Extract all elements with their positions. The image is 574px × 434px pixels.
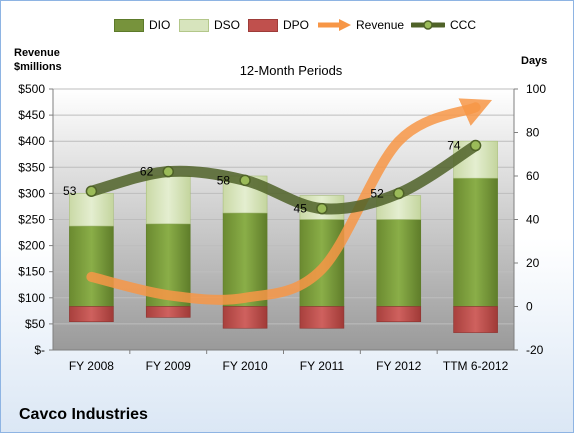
legend-item-ccc: CCC xyxy=(411,15,476,35)
right-tick-label: 60 xyxy=(526,169,540,183)
legend-label-revenue: Revenue xyxy=(356,18,405,32)
bar-dpo xyxy=(222,306,268,329)
x-tick-label: TTM 6-2012 xyxy=(443,359,509,373)
legend-label-dso: DSO xyxy=(214,18,241,32)
left-tick-label: $350 xyxy=(18,160,45,174)
x-tick-label: FY 2008 xyxy=(69,359,114,373)
left-axis-title: Revenue $millions xyxy=(14,46,62,74)
bar-dio xyxy=(69,225,114,307)
left-axis-title-line2: $millions xyxy=(14,61,62,73)
left-tick-label: $200 xyxy=(18,239,45,253)
x-tick-label: FY 2011 xyxy=(300,359,345,373)
legend-label-dio: DIO xyxy=(149,18,171,32)
right-tick-label: 0 xyxy=(526,300,533,314)
legend-swatch-dpo xyxy=(248,18,278,32)
axes: $- $50 $100 $150 $200 $250 $300 $350 $400 $450 $50… xyxy=(18,82,546,373)
ccc-data-label: 62 xyxy=(140,165,154,179)
left-tick-label: $150 xyxy=(18,265,45,279)
legend-item-dso: DSO xyxy=(179,15,240,35)
bar-dpo xyxy=(145,306,191,318)
legend-item-dio: DIO xyxy=(114,15,170,35)
bar-dio xyxy=(453,177,498,307)
ccc-data-label: 45 xyxy=(294,202,308,216)
right-tick-label: 80 xyxy=(526,126,540,140)
x-tick-label: FY 2012 xyxy=(376,359,421,373)
right-tick-label: -20 xyxy=(526,343,544,357)
bar-dpo xyxy=(69,306,114,323)
ccc-point xyxy=(469,139,482,152)
bar-dio xyxy=(376,219,422,307)
bar-dpo xyxy=(376,306,422,323)
x-tick-label: FY 2010 xyxy=(223,359,268,373)
left-tick-label: $100 xyxy=(18,291,45,305)
ccc-point xyxy=(162,165,174,178)
chart-title: 12-Month Periods xyxy=(239,63,343,78)
legend-item-dpo: DPO xyxy=(248,15,309,35)
right-tick-label: 40 xyxy=(526,213,540,227)
bar-dso xyxy=(69,193,114,227)
left-tick-label: $450 xyxy=(18,108,45,122)
bar-dso xyxy=(145,175,191,225)
bar-dpo xyxy=(453,306,498,333)
legend-arrow-icon xyxy=(317,19,351,31)
left-tick-label: $500 xyxy=(18,82,45,96)
ccc-point xyxy=(316,202,328,215)
revenue-line xyxy=(86,98,493,305)
left-axis-title-line1: Revenue xyxy=(14,47,60,59)
legend-swatch-dso xyxy=(179,18,209,32)
legend: DIO DSO DPO Revenue xyxy=(1,15,574,35)
legend-label-dpo: DPO xyxy=(283,18,310,32)
right-tick-label: 20 xyxy=(526,256,540,270)
ccc-series: 53 62 58 45 52 74 xyxy=(63,139,482,216)
x-tick-label: FY 2009 xyxy=(146,359,191,373)
bar-dpo xyxy=(299,306,345,329)
ccc-point xyxy=(239,174,251,187)
left-tick-label: $250 xyxy=(18,213,45,227)
ccc-data-label: 53 xyxy=(63,184,77,198)
ccc-data-label: 52 xyxy=(370,186,384,200)
legend-line-icon xyxy=(411,19,445,31)
left-tick-label: $50 xyxy=(25,317,45,331)
revenue-series xyxy=(86,98,493,305)
legend-label-ccc: CCC xyxy=(450,18,476,32)
right-axis-title: Days xyxy=(521,55,548,67)
right-tick-label: 100 xyxy=(526,82,546,96)
ccc-data-label: 58 xyxy=(217,173,231,187)
company-name: Cavco Industries xyxy=(19,406,148,423)
left-tick-label: $- xyxy=(34,343,45,357)
ccc-point xyxy=(393,187,405,200)
left-tick-label: $300 xyxy=(18,186,45,200)
legend-item-revenue: Revenue xyxy=(317,15,404,35)
legend-swatch-dio xyxy=(114,18,144,32)
ccc-data-label: 74 xyxy=(447,139,461,153)
ccc-point xyxy=(85,185,98,197)
left-tick-label: $400 xyxy=(18,134,45,148)
